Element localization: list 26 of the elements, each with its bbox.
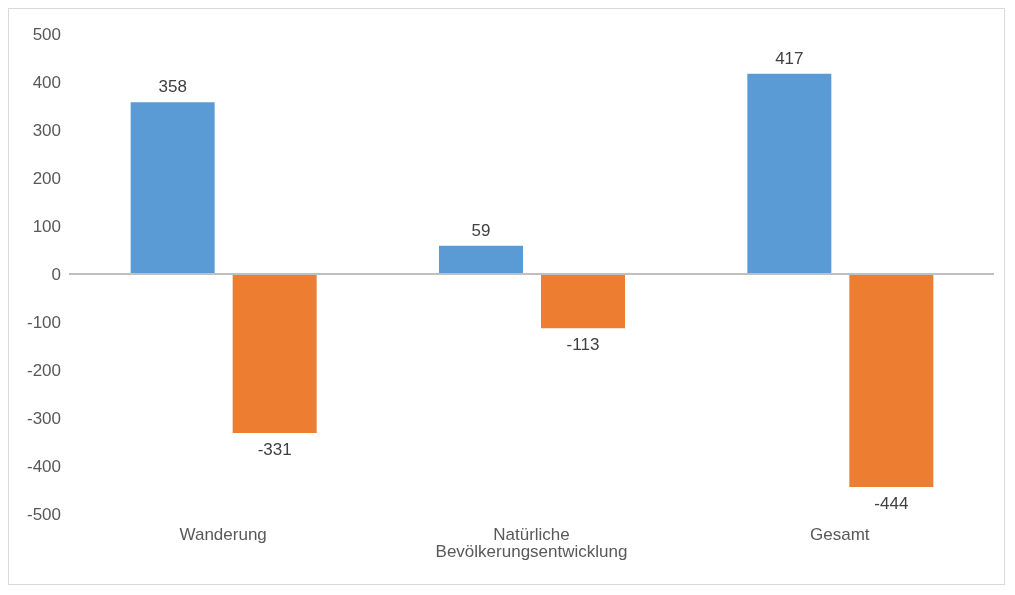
- y-tick-label: 200: [32, 169, 61, 189]
- data-label: 59: [471, 220, 491, 240]
- y-tick-label: -300: [26, 409, 61, 429]
- y-tick-label: 100: [32, 217, 61, 237]
- y-tick-label: -400: [26, 457, 61, 477]
- x-tick-label: Natürliche Bevölkerungsentwicklung: [435, 525, 628, 562]
- y-tick-label: -500: [26, 505, 61, 525]
- bar: [541, 274, 625, 329]
- x-tick-label: Wanderung: [179, 525, 267, 545]
- y-tick-label: 300: [32, 121, 61, 141]
- bar: [747, 73, 832, 274]
- bar: [130, 102, 215, 274]
- y-tick-label: 500: [32, 25, 61, 45]
- data-label: -444: [874, 494, 909, 514]
- x-tick-label: Gesamt: [810, 525, 870, 545]
- y-tick-label: 400: [32, 73, 61, 93]
- y-tick-label: 0: [51, 265, 61, 285]
- y-tick-label: -200: [26, 361, 61, 381]
- bar: [849, 274, 934, 488]
- y-tick-label: -100: [26, 313, 61, 333]
- data-label: -331: [257, 439, 292, 459]
- bar: [232, 274, 317, 433]
- bar: [439, 245, 523, 274]
- data-label: 417: [775, 48, 804, 68]
- data-label: 358: [158, 77, 187, 97]
- data-label: -113: [566, 335, 600, 355]
